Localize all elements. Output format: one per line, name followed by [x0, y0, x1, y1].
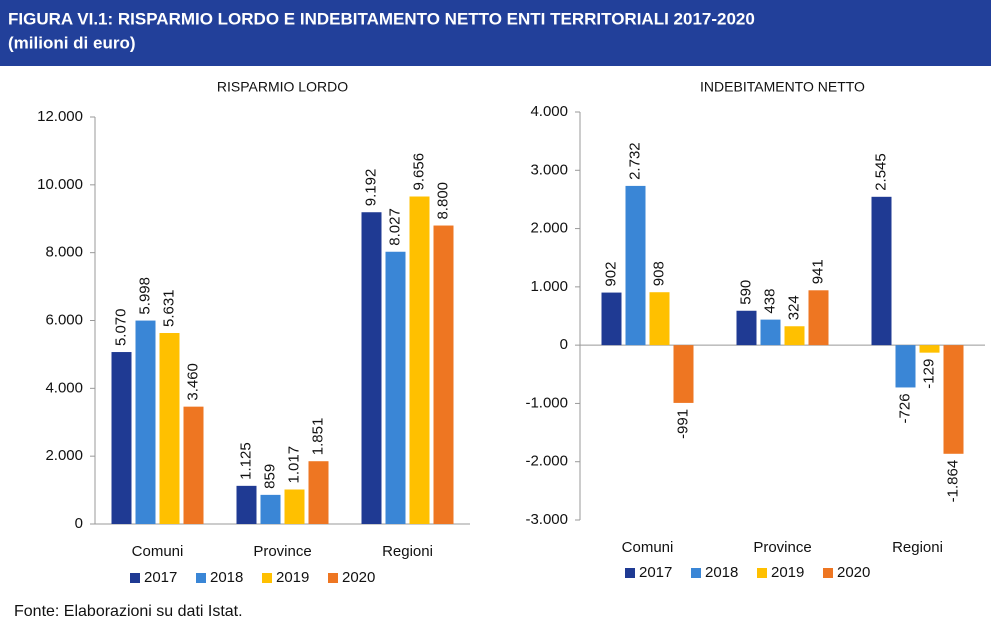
- y-tick-label: 12.000: [37, 108, 83, 125]
- y-tick-label: -1.000: [525, 394, 568, 411]
- x-tick-label: Regioni: [892, 539, 943, 556]
- x-tick-label: Regioni: [382, 543, 433, 560]
- bar: [601, 292, 622, 346]
- data-label: -991: [674, 409, 691, 439]
- data-label: 8.800: [434, 182, 451, 220]
- source-note: Fonte: Elaborazioni su dati Istat.: [14, 603, 243, 620]
- y-tick-label: 0: [560, 336, 568, 353]
- data-label: 1.125: [237, 442, 254, 480]
- data-label: 5.070: [112, 308, 129, 346]
- bar: [183, 406, 204, 524]
- bar: [871, 196, 892, 346]
- bar: [111, 352, 132, 524]
- y-tick-label: 2.000: [45, 447, 83, 464]
- data-label: 5.998: [136, 277, 153, 315]
- x-tick-label: Comuni: [622, 539, 674, 556]
- bar: [385, 251, 406, 524]
- legend-swatch: [625, 568, 635, 578]
- bar: [649, 292, 670, 346]
- bar: [284, 489, 305, 524]
- data-label: 438: [761, 289, 778, 314]
- y-tick-label: -2.000: [525, 453, 568, 470]
- data-label: 859: [261, 464, 278, 489]
- bar: [409, 196, 430, 524]
- bar: [135, 320, 156, 524]
- bar: [895, 345, 916, 388]
- legend-swatch: [262, 573, 272, 583]
- x-tick-label: Province: [253, 543, 311, 560]
- bar: [943, 345, 964, 454]
- bar: [361, 212, 382, 524]
- legend-swatch: [691, 568, 701, 578]
- data-label: -726: [896, 393, 913, 423]
- bar: [433, 225, 454, 525]
- figure-subtitle: (milioni di euro): [8, 33, 136, 52]
- y-tick-label: 0: [75, 515, 83, 532]
- bar: [673, 345, 694, 403]
- bar: [308, 461, 329, 524]
- data-label: 5.631: [160, 289, 177, 327]
- data-label: 1.017: [285, 446, 302, 484]
- x-tick-label: Comuni: [132, 543, 184, 560]
- legend-label: 2017: [639, 564, 672, 581]
- data-label: 1.851: [309, 418, 326, 456]
- y-tick-label: 8.000: [45, 244, 83, 261]
- bar: [260, 494, 281, 524]
- data-label: -1.864: [944, 460, 961, 503]
- chart-title: RISPARMIO LORDO: [217, 79, 348, 95]
- data-label: 941: [809, 259, 826, 284]
- bar: [760, 319, 781, 346]
- bar: [625, 185, 646, 346]
- data-label: 590: [737, 280, 754, 305]
- y-tick-label: 10.000: [37, 176, 83, 193]
- data-label: 9.656: [410, 153, 427, 191]
- legend-swatch: [823, 568, 833, 578]
- bar: [784, 326, 805, 346]
- legend-swatch: [130, 573, 140, 583]
- y-tick-label: 4.000: [45, 379, 83, 396]
- data-label: 3.460: [184, 363, 201, 401]
- header-band: [0, 0, 991, 66]
- bar: [919, 345, 940, 353]
- y-tick-label: -3.000: [525, 511, 568, 528]
- y-tick-label: 4.000: [530, 103, 568, 120]
- chart-title: INDEBITAMENTO NETTO: [700, 79, 865, 95]
- data-label: 902: [602, 262, 619, 287]
- y-tick-label: 6.000: [45, 311, 83, 328]
- bar: [236, 485, 257, 524]
- bar: [808, 290, 829, 346]
- legend-label: 2018: [705, 564, 738, 581]
- legend-label: 2019: [276, 569, 309, 586]
- legend-swatch: [757, 568, 767, 578]
- data-label: 2.732: [626, 142, 643, 180]
- data-label: 8.027: [386, 208, 403, 246]
- data-label: 9.192: [362, 169, 379, 207]
- y-tick-label: 3.000: [530, 161, 568, 178]
- bar: [736, 310, 757, 346]
- x-tick-label: Province: [753, 539, 811, 556]
- y-tick-label: 1.000: [530, 278, 568, 295]
- data-label: 908: [650, 261, 667, 286]
- data-label: 324: [785, 295, 802, 320]
- y-tick-label: 2.000: [530, 220, 568, 237]
- bar: [159, 333, 180, 524]
- legend-swatch: [328, 573, 338, 583]
- legend-label: 2017: [144, 569, 177, 586]
- figure-title: FIGURA VI.1: RISPARMIO LORDO E INDEBITAM…: [8, 9, 755, 28]
- data-label: -129: [920, 359, 937, 389]
- data-label: 2.545: [872, 153, 889, 191]
- legend-label: 2020: [342, 569, 375, 586]
- legend-label: 2018: [210, 569, 243, 586]
- legend-label: 2019: [771, 564, 804, 581]
- legend-swatch: [196, 573, 206, 583]
- legend-label: 2020: [837, 564, 870, 581]
